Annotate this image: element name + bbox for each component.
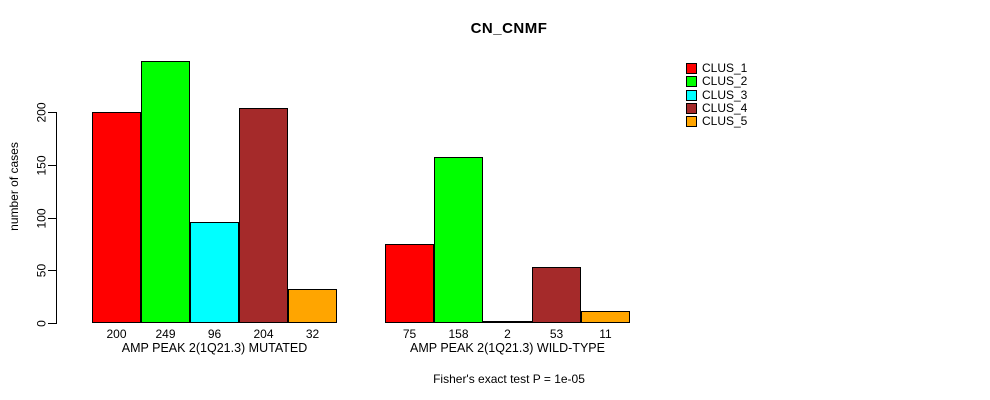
- y-tick-label: 100: [34, 208, 49, 229]
- bar-clus_4-group2: [532, 267, 581, 323]
- footnote: Fisher's exact test P = 1e-05: [433, 372, 585, 386]
- legend-swatch-clus_1: [686, 63, 697, 74]
- bar-clus_2-group2: [434, 157, 483, 323]
- y-axis-line: [56, 112, 57, 324]
- bar-value-label: 2: [504, 327, 511, 341]
- legend-label-clus_1: CLUS_1: [702, 61, 748, 75]
- bar-clus_4-group1: [239, 108, 288, 323]
- y-axis-label: number of cases: [7, 142, 21, 231]
- bar-clus_3-group1: [190, 222, 239, 323]
- bar-value-label: 249: [155, 327, 176, 341]
- bar-clus_2-group1: [141, 61, 190, 323]
- legend-swatch-clus_5: [686, 116, 697, 127]
- bar-clus_1-group2: [385, 244, 434, 323]
- bar-value-label: 75: [402, 327, 417, 341]
- bar-clus_5-group1: [288, 289, 337, 323]
- y-tick: [48, 323, 56, 324]
- y-tick: [48, 165, 56, 166]
- y-tick: [48, 112, 56, 113]
- legend-label-clus_3: CLUS_3: [702, 88, 748, 102]
- bar-clus_1-group1: [92, 112, 141, 323]
- y-tick-label: 200: [34, 102, 49, 123]
- bar-value-label: 158: [448, 327, 469, 341]
- y-tick-label: 0: [34, 320, 49, 327]
- legend-label-clus_5: CLUS_5: [702, 114, 748, 128]
- group-label: AMP PEAK 2(1Q21.3) MUTATED: [121, 341, 308, 355]
- bar-value-label: 204: [253, 327, 274, 341]
- y-tick: [48, 270, 56, 271]
- group-label: AMP PEAK 2(1Q21.3) WILD-TYPE: [410, 341, 605, 355]
- bar-value-label: 53: [549, 327, 564, 341]
- y-tick-label: 50: [34, 263, 49, 278]
- bar-clus_3-group2: [483, 321, 532, 323]
- legend-label-clus_2: CLUS_2: [702, 74, 748, 88]
- legend-label-clus_4: CLUS_4: [702, 101, 748, 115]
- bar-value-label: 11: [599, 327, 612, 341]
- legend-swatch-clus_2: [686, 76, 697, 87]
- y-tick: [48, 218, 56, 219]
- legend-swatch-clus_3: [686, 90, 697, 101]
- bar-clus_5-group2: [581, 311, 630, 323]
- bar-value-label: 32: [305, 327, 320, 341]
- y-tick-label: 150: [34, 155, 49, 176]
- legend-swatch-clus_4: [686, 103, 697, 114]
- chart-title: CN_CNMF: [470, 20, 548, 37]
- bar-value-label: 96: [207, 327, 222, 341]
- bar-value-label: 200: [106, 327, 127, 341]
